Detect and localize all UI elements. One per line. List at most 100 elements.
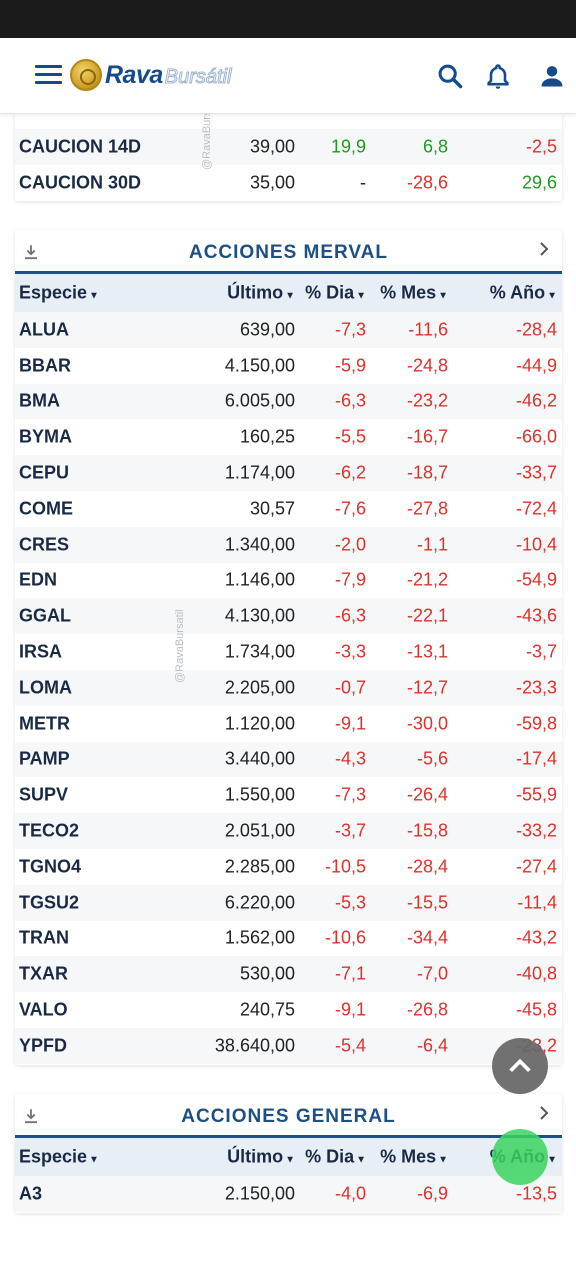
download-icon[interactable] <box>22 1107 40 1125</box>
mes-cell: -5,6 <box>416 748 448 769</box>
table-row[interactable]: COME 30,57 -7,6 -27,8 -72,4 <box>15 490 562 527</box>
green-action-button[interactable] <box>492 1129 548 1185</box>
table-row[interactable]: CEPU 1.174,00 -6,2 -18,7 -33,7 <box>15 455 562 491</box>
table-row[interactable]: TGSU2 6.220,00 -5,3 -15,5 -11,4 <box>15 884 562 921</box>
table-row[interactable]: CAUCION 30D 35,00 - -28,6 29,6 <box>15 164 562 201</box>
table-row[interactable]: TECO2 2.051,00 -3,7 -15,8 -33,2 <box>15 813 562 849</box>
sort-caret-icon: ▼ <box>285 290 295 302</box>
table-row[interactable]: CAUCION 14D 39,00 19,9 6,8 -2,5 <box>15 129 562 165</box>
especie-cell[interactable]: CAUCION 14D <box>19 136 142 157</box>
ultimo-cell: 4.150,00 <box>224 355 295 376</box>
acciones-general-card: ACCIONES GENERAL Especie ▼ Último ▼% Dia ▼% … <box>15 1094 562 1213</box>
especie-cell[interactable]: COME <box>19 498 73 519</box>
especie-cell[interactable]: CRES <box>19 534 70 555</box>
logo-bursatil-text: Bursátil <box>164 65 232 88</box>
sort-caret-icon: ▼ <box>285 1154 295 1166</box>
especie-cell[interactable]: CEPU <box>19 462 70 483</box>
dia-cell: -6,2 <box>334 462 366 483</box>
chevron-right-icon[interactable] <box>535 240 553 258</box>
especie-cell[interactable]: VALO <box>19 999 68 1020</box>
especie-cell[interactable]: CAUCION 30D <box>19 172 142 193</box>
ultimo-cell: 2.285,00 <box>224 856 295 877</box>
table-row[interactable]: LOMA 2.205,00 -0,7 -12,7 -23,3 <box>15 669 562 706</box>
dia-cell: -3,3 <box>334 641 366 662</box>
ano-cell: -54,9 <box>515 569 557 590</box>
col-mes[interactable]: % Mes ▼ <box>380 1147 448 1168</box>
mes-cell: -26,4 <box>406 784 448 805</box>
especie-cell[interactable]: BYMA <box>19 426 72 447</box>
ano-cell: -10,4 <box>515 534 557 555</box>
menu-icon[interactable] <box>35 65 62 87</box>
mes-cell: -12,7 <box>406 677 448 698</box>
table-row[interactable]: BBAR 4.150,00 -5,9 -24,8 -44,9 <box>15 347 562 384</box>
especie-cell[interactable]: TECO2 <box>19 820 80 841</box>
especie-cell[interactable]: BBAR <box>19 355 71 376</box>
especie-cell[interactable]: METR <box>19 713 70 734</box>
ano-cell: -28,4 <box>515 319 557 340</box>
ano-cell: -11,4 <box>517 892 557 913</box>
logo[interactable]: Rava Bursátil <box>70 58 232 92</box>
especie-cell[interactable]: EDN <box>19 569 58 590</box>
table-row[interactable]: BYMA 160,25 -5,5 -16,7 -66,0 <box>15 419 562 456</box>
dia-cell: -4,3 <box>334 748 366 769</box>
especie-cell[interactable]: GGAL <box>19 605 71 626</box>
dia-cell: -10,5 <box>324 856 366 877</box>
col-ultimo[interactable]: Último ▼ <box>227 1147 295 1168</box>
table-row[interactable]: GGAL 4.130,00 -6,3 -22,1 -43,6 <box>15 598 562 635</box>
table-row[interactable]: TXAR 530,00 -7,1 -7,0 -40,8 <box>15 956 562 993</box>
table-row[interactable]: PAMP 3.440,00 -4,3 -5,6 -17,4 <box>15 741 562 778</box>
dia-cell: -7,9 <box>334 569 366 590</box>
especie-cell[interactable]: TXAR <box>19 963 68 984</box>
col-ano[interactable]: % Año▼ <box>490 283 557 304</box>
mes-cell: -15,5 <box>406 892 448 913</box>
ano-cell: -46,2 <box>515 390 557 411</box>
sort-caret-icon: ▼ <box>356 1154 366 1166</box>
col-ultimo[interactable]: Último ▼ <box>227 283 295 304</box>
especie-cell[interactable]: A3 <box>19 1183 43 1204</box>
search-icon[interactable] <box>436 62 464 90</box>
mes-cell: -30,0 <box>406 713 448 734</box>
especie-cell[interactable]: YPFD <box>19 1035 68 1056</box>
col-especie[interactable]: Especie ▼ <box>19 1147 99 1168</box>
ultimo-cell: 1.340,00 <box>224 534 295 555</box>
dia-cell: -5,3 <box>334 892 366 913</box>
table-row[interactable]: BMA 6.005,00 -6,3 -23,2 -46,2 <box>15 383 562 420</box>
especie-cell[interactable]: IRSA <box>19 641 63 662</box>
user-icon[interactable] <box>538 62 566 90</box>
especie-cell[interactable]: BMA <box>19 390 60 411</box>
table-row[interactable]: A3 2.150,00 -4,0 -6,9 -13,5 <box>15 1176 562 1212</box>
table-row[interactable]: CRES 1.340,00 -2,0 -1,1 -10,4 <box>15 526 562 563</box>
app-header: Rava Bursátil <box>0 38 576 114</box>
ultimo-cell: 2.150,00 <box>224 1183 295 1204</box>
col-especie-label: Especie <box>19 282 88 303</box>
col-mes[interactable]: % Mes ▼ <box>380 283 448 304</box>
col-especie[interactable]: Especie ▼ <box>19 283 99 304</box>
especie-cell[interactable]: TGSU2 <box>19 892 80 913</box>
col-dia[interactable]: % Dia ▼ <box>305 1147 366 1168</box>
especie-cell[interactable]: TGNO4 <box>19 856 82 877</box>
col-dia[interactable]: % Dia ▼ <box>305 283 366 304</box>
especie-cell[interactable]: PAMP <box>19 748 70 769</box>
especie-cell[interactable]: SUPV <box>19 784 69 805</box>
table-row[interactable]: METR 1.120,00 -9,1 -30,0 -59,8 <box>15 705 562 742</box>
ano-cell: -27,4 <box>515 856 557 877</box>
table-row[interactable]: VALO 240,75 -9,1 -26,8 -45,8 <box>15 992 562 1028</box>
table-row[interactable]: ALUA 639,00 -7,3 -11,6 -28,4 <box>15 312 562 348</box>
bell-icon[interactable] <box>484 62 512 90</box>
table-row[interactable]: TGNO4 2.285,00 -10,5 -28,4 -27,4 <box>15 848 562 885</box>
table-row[interactable]: SUPV 1.550,00 -7,3 -26,4 -55,9 <box>15 777 562 814</box>
mes-cell: -6,4 <box>416 1035 448 1056</box>
especie-cell[interactable]: ALUA <box>19 319 69 340</box>
download-icon[interactable] <box>22 243 40 261</box>
chevron-right-icon[interactable] <box>535 1104 553 1122</box>
ano-cell: -43,2 <box>515 927 557 948</box>
especie-cell[interactable]: TRAN <box>19 927 69 948</box>
table-row[interactable]: IRSA 1.734,00 -3,3 -13,1 -3,7 <box>15 634 562 670</box>
caucion-card: CAUCION 14D 39,00 19,9 6,8 -2,5 CAUCION 30D 35… <box>15 94 562 201</box>
table-row[interactable]: EDN 1.146,00 -7,9 -21,2 -54,9 <box>15 562 562 599</box>
scroll-to-top-button[interactable] <box>492 1038 548 1094</box>
mes-cell: -7,0 <box>416 963 448 984</box>
table-row[interactable]: TRAN 1.562,00 -10,6 -34,4 -43,2 <box>15 920 562 957</box>
especie-cell[interactable]: LOMA <box>19 677 72 698</box>
